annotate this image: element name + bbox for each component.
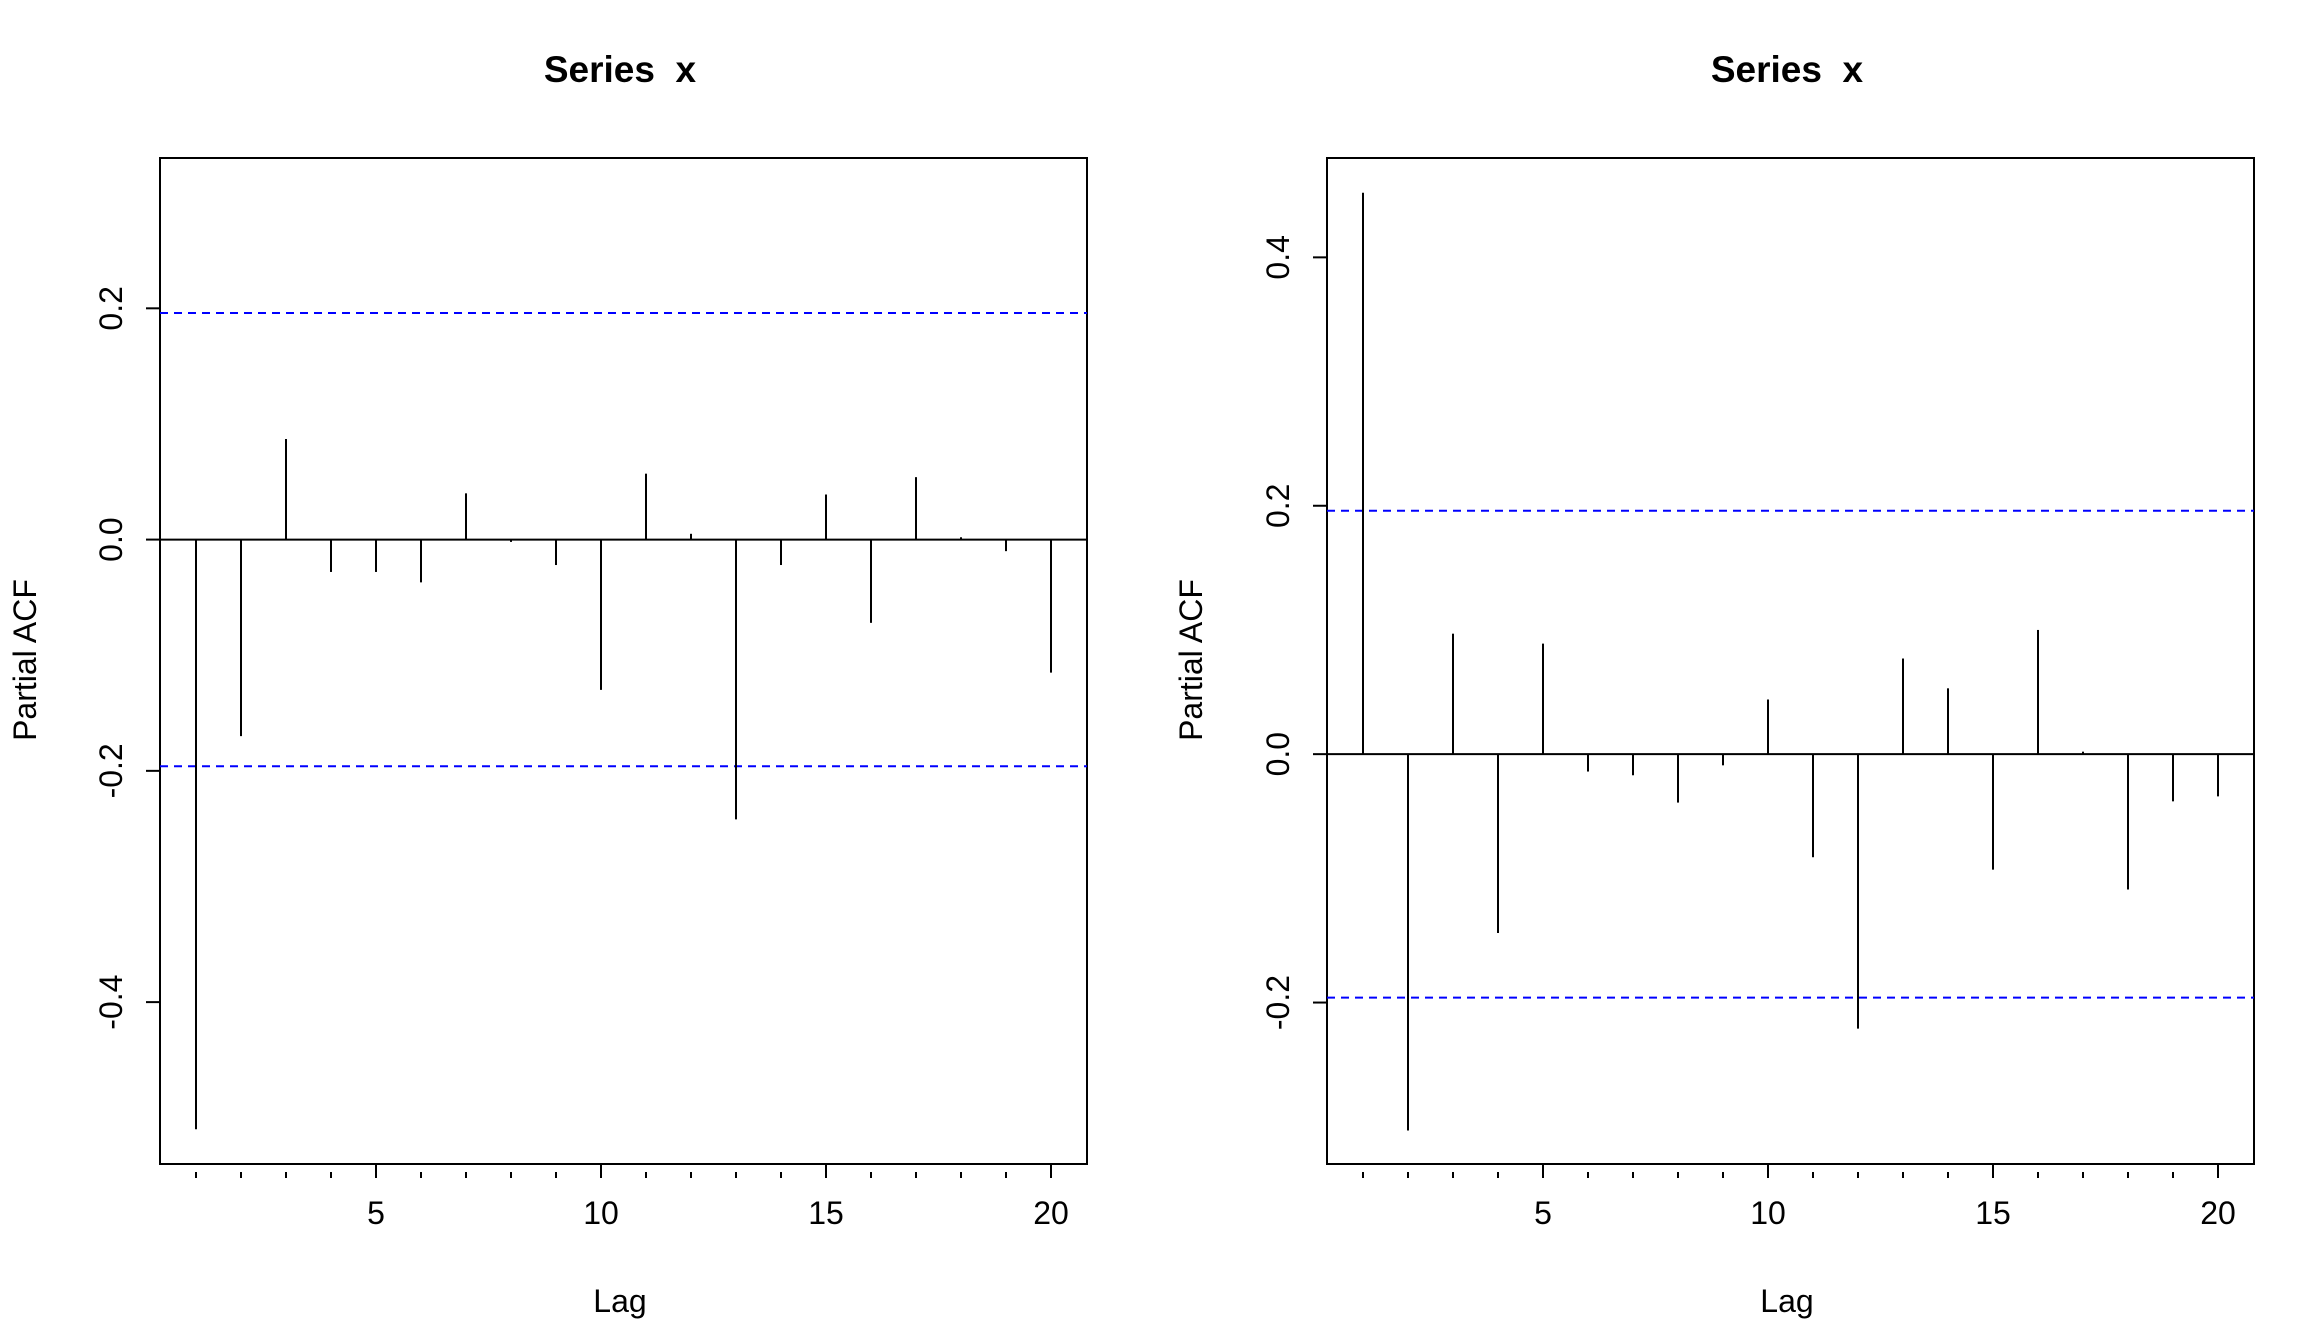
y-tick-label: 0.0 — [1260, 732, 1296, 776]
y-tick-label: 0.2 — [93, 286, 129, 330]
x-tick-label: 20 — [2200, 1195, 2236, 1231]
pacf-chart-right: Series x Lag Partial ACF 5 10 15 20 -0.2 0.0 0… — [1173, 49, 2255, 1319]
y-tick-label: -0.2 — [93, 743, 129, 798]
y-tick-label: 0.0 — [93, 517, 129, 561]
x-tick-label: 20 — [1033, 1195, 1069, 1231]
plot-marks: 5 10 15 20 -0.4 -0.2 0.0 0.2 — [93, 157, 1088, 1231]
x-tick-label: 15 — [808, 1195, 844, 1231]
x-axis-label: Lag — [1760, 1283, 1813, 1319]
y-axis-label: Partial ACF — [1173, 579, 1209, 741]
y-tick-label: -0.4 — [93, 975, 129, 1030]
chart-title: Series x — [1711, 49, 1864, 90]
x-tick-label: 10 — [1750, 1195, 1786, 1231]
x-tick-label: 5 — [367, 1195, 385, 1231]
plot-marks: 5 10 15 20 -0.2 0.0 0.2 0.4 — [1260, 157, 2255, 1231]
plot-frame — [159, 157, 1088, 1165]
y-tick-label: 0.2 — [1260, 484, 1296, 528]
chart-title: Series x — [544, 49, 697, 90]
y-axis-label: Partial ACF — [7, 579, 43, 741]
x-axis-label: Lag — [593, 1283, 646, 1319]
y-tick-label: 0.4 — [1260, 235, 1296, 279]
x-tick-label: 15 — [1975, 1195, 2011, 1231]
y-tick-label: -0.2 — [1260, 975, 1296, 1030]
x-tick-label: 10 — [583, 1195, 619, 1231]
pacf-chart-left: Series x Lag Partial ACF 5 10 15 20 -0.4 -0.2… — [7, 49, 1088, 1319]
x-tick-label: 5 — [1534, 1195, 1552, 1231]
plot-frame — [1326, 157, 2255, 1165]
